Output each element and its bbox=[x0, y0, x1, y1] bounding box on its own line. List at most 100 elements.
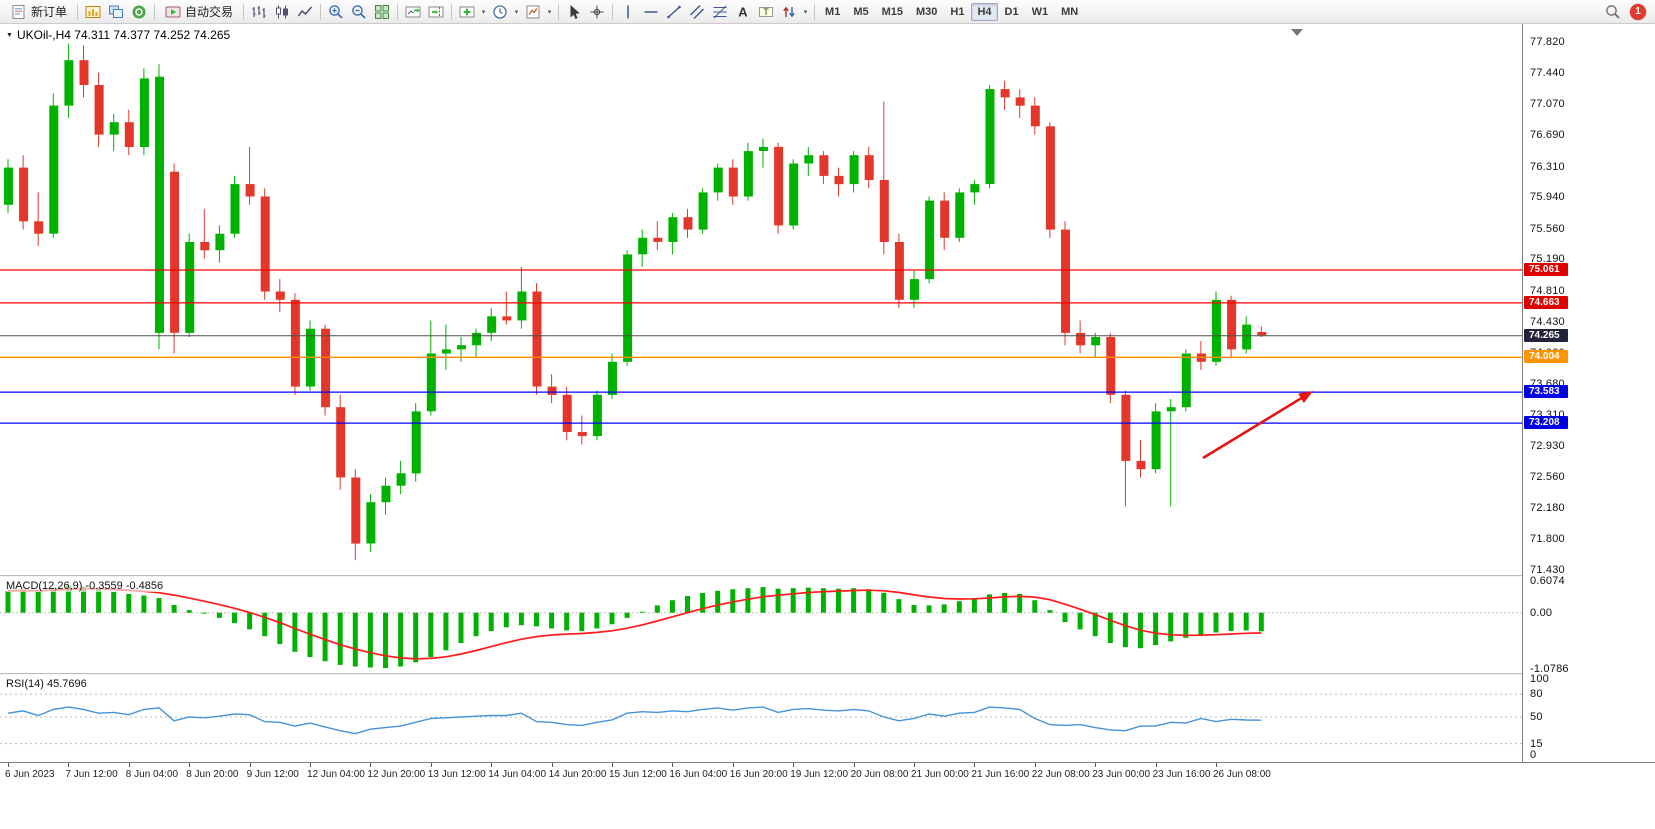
chart-shift-icon[interactable] bbox=[425, 2, 447, 22]
current-price-tag: 74.265 bbox=[1524, 328, 1568, 342]
indicators-icon[interactable] bbox=[456, 2, 478, 22]
time-axis-label: 19 Jun 12:00 bbox=[790, 769, 849, 780]
tf-h1[interactable]: H1 bbox=[950, 5, 965, 18]
time-tick bbox=[1034, 763, 1036, 767]
price-chart[interactable] bbox=[0, 24, 1522, 575]
text-icon[interactable]: A bbox=[732, 2, 754, 22]
new-order-label: 新订单 bbox=[31, 5, 68, 19]
price-axis-label: 75.190 bbox=[1530, 253, 1565, 266]
chart-title-text: UKOil-,H4 74.311 74.377 74.252 74.265 bbox=[16, 28, 231, 42]
arrows-icon[interactable] bbox=[778, 2, 800, 22]
profiles-icon[interactable] bbox=[105, 2, 127, 22]
macd-chart[interactable] bbox=[0, 577, 1522, 673]
time-axis-label: 21 Jun 00:00 bbox=[911, 769, 969, 780]
tf-h4[interactable]: H4 bbox=[971, 2, 998, 21]
periods-icon[interactable] bbox=[489, 2, 511, 22]
time-tick bbox=[1216, 763, 1217, 767]
chart-dropdown-icon[interactable]: ▼ bbox=[6, 31, 13, 39]
time-axis-label: 14 Jun 04:00 bbox=[488, 769, 547, 780]
price-axis-label: 71.430 bbox=[1530, 564, 1565, 576]
macd-axis-label: 0.00 bbox=[1530, 606, 1553, 619]
line-chart-icon[interactable] bbox=[294, 2, 316, 22]
zoom-in-icon[interactable] bbox=[325, 2, 347, 22]
cursor-icon[interactable] bbox=[563, 2, 585, 22]
text-label-icon[interactable]: T bbox=[755, 2, 777, 22]
time-tick bbox=[974, 763, 976, 767]
macd-label: MACD(12,26,9) -0.3559 -0.4856 bbox=[6, 580, 164, 592]
time-axis-label: 21 Jun 16:00 bbox=[971, 769, 1030, 780]
rsi-axis-label: 0 bbox=[1530, 749, 1537, 761]
toolbar-separator bbox=[243, 3, 245, 20]
rsi-axis-label: 15 bbox=[1530, 737, 1543, 750]
tf-w1[interactable]: W1 bbox=[1031, 5, 1049, 18]
tf-m1[interactable]: M1 bbox=[825, 5, 841, 18]
time-axis-label: 26 Jun 08:00 bbox=[1213, 769, 1271, 780]
svg-text:T: T bbox=[763, 6, 769, 16]
time-axis-label: 7 Jun 12:00 bbox=[65, 769, 118, 780]
time-axis-label: 8 Jun 20:00 bbox=[186, 769, 239, 780]
toolbar-separator bbox=[451, 3, 453, 20]
rsi-axis-label: 50 bbox=[1530, 711, 1543, 723]
tile-windows-icon[interactable] bbox=[371, 2, 393, 22]
templates-icon[interactable] bbox=[522, 2, 544, 22]
fibonacci-icon[interactable] bbox=[709, 2, 731, 22]
dropdown-caret-icon[interactable]: ▾ bbox=[481, 8, 486, 16]
vertical-line-icon[interactable] bbox=[617, 2, 639, 22]
tf-d1[interactable]: D1 bbox=[1004, 5, 1019, 18]
time-tick bbox=[732, 763, 734, 767]
time-tick bbox=[370, 763, 372, 767]
toolbar-separator bbox=[320, 3, 322, 20]
rsi-chart[interactable] bbox=[0, 675, 1522, 760]
level-price-tag: 73.583 bbox=[1524, 385, 1568, 399]
toolbar-separator bbox=[397, 3, 399, 20]
panel-separator[interactable] bbox=[0, 575, 1655, 577]
time-axis-label: 23 Jun 00:00 bbox=[1092, 769, 1151, 780]
time-axis-label: 9 Jun 12:00 bbox=[246, 769, 299, 780]
trendline-icon[interactable] bbox=[663, 2, 685, 22]
time-axis-label: 6 Jun 2023 bbox=[5, 769, 55, 780]
time-tick bbox=[128, 763, 130, 767]
time-tick bbox=[793, 763, 795, 767]
tf-m15[interactable]: M15 bbox=[881, 5, 903, 18]
time-tick bbox=[68, 763, 70, 767]
level-price-tag: 74.663 bbox=[1524, 295, 1568, 309]
dropdown-caret-icon[interactable]: ▾ bbox=[514, 8, 519, 16]
time-axis-label: 12 Jun 04:00 bbox=[307, 769, 365, 780]
panel-separator[interactable] bbox=[0, 673, 1655, 675]
auto-scroll-icon[interactable] bbox=[402, 2, 424, 22]
rsi-label: RSI(14) 45.7696 bbox=[6, 678, 87, 690]
time-tick bbox=[914, 763, 915, 767]
new-order-button[interactable]: 新订单 bbox=[5, 1, 73, 22]
tf-m30[interactable]: M30 bbox=[916, 5, 938, 18]
notification-badge[interactable]: 1 bbox=[1630, 3, 1646, 20]
level-price-tag: 74.004 bbox=[1524, 350, 1568, 364]
time-tick bbox=[612, 763, 613, 767]
chart-window: ▼ UKOil-,H4 74.311 74.377 74.252 74.265 … bbox=[0, 24, 1655, 829]
toolbar-right: 1 bbox=[1602, 2, 1650, 22]
price-axis[interactable]: 77.820 77.440 77.070 76.690 76.310 75.940 75.5… bbox=[1522, 24, 1655, 762]
tf-m5[interactable]: M5 bbox=[853, 5, 869, 18]
search-icon[interactable] bbox=[1602, 2, 1624, 22]
toolbar-separator bbox=[612, 3, 614, 20]
community-icon[interactable] bbox=[128, 2, 150, 22]
autotrading-button[interactable]: 自动交易 bbox=[159, 1, 239, 22]
dropdown-caret-icon[interactable]: ▾ bbox=[547, 8, 552, 16]
time-axis-label: 16 Jun 04:00 bbox=[669, 769, 728, 780]
time-axis-label: 12 Jun 20:00 bbox=[367, 769, 426, 780]
candlestick-chart-icon[interactable] bbox=[271, 2, 293, 22]
toolbar-separator bbox=[154, 3, 156, 20]
horizontal-line-icon[interactable] bbox=[640, 2, 662, 22]
time-axis[interactable]: 6 Jun 2023 7 Jun 12:00 8 Jun 04:00 8 Jun 20… bbox=[0, 762, 1655, 788]
tf-mn[interactable]: MN bbox=[1061, 5, 1079, 18]
time-axis-label: 8 Jun 04:00 bbox=[125, 769, 179, 780]
zoom-out-icon[interactable] bbox=[348, 2, 370, 22]
time-axis-label: 20 Jun 08:00 bbox=[850, 769, 909, 780]
crosshair-icon[interactable] bbox=[586, 2, 608, 22]
macd-axis-label: -1.0786 bbox=[1530, 663, 1569, 675]
time-tick bbox=[430, 763, 432, 767]
channel-icon[interactable] bbox=[686, 2, 708, 22]
time-axis-label: 23 Jun 16:00 bbox=[1152, 769, 1211, 780]
dropdown-caret-icon[interactable]: ▾ bbox=[803, 8, 808, 16]
bar-chart-icon[interactable] bbox=[248, 2, 270, 22]
new-chart-icon[interactable] bbox=[82, 2, 104, 22]
